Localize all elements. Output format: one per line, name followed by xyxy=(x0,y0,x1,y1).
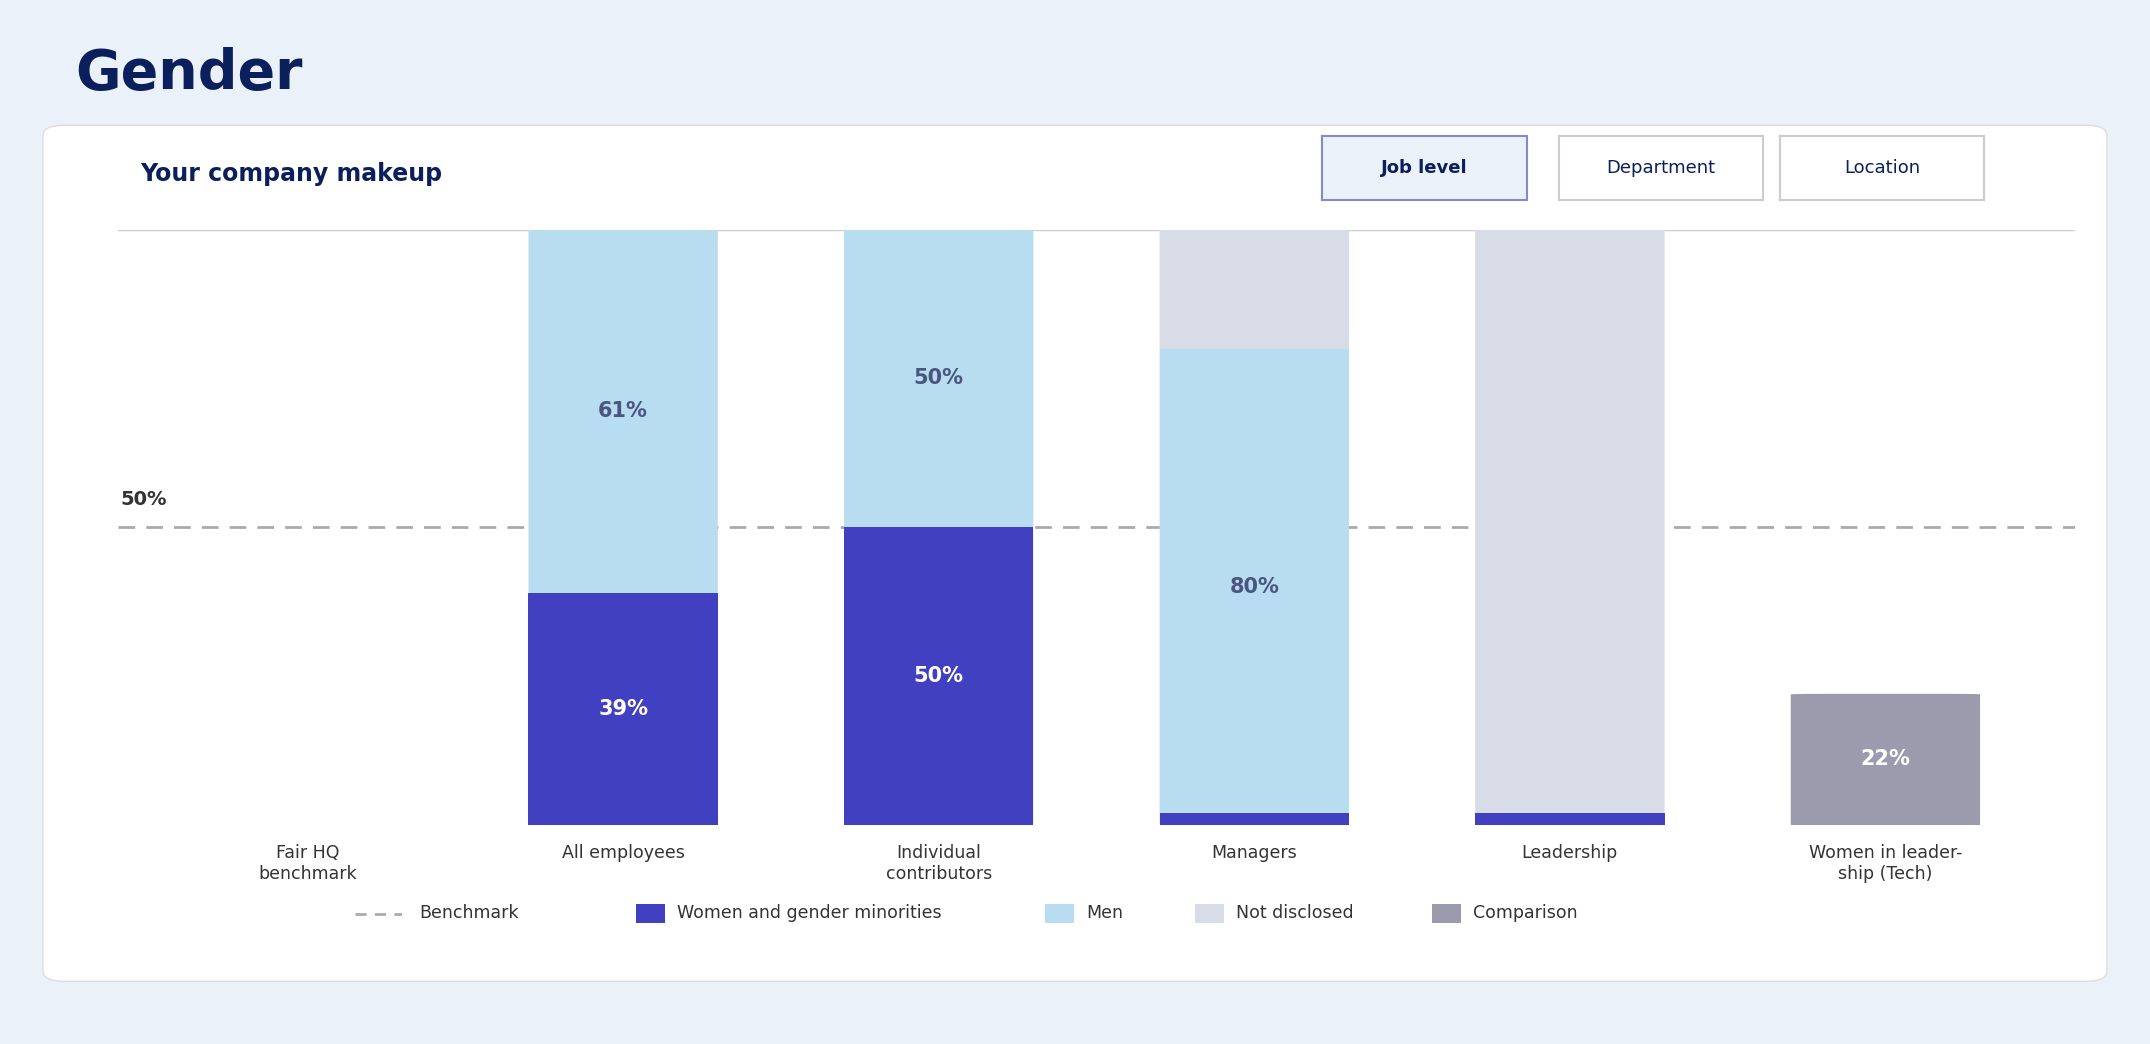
Text: 22%: 22% xyxy=(1860,750,1911,769)
FancyBboxPatch shape xyxy=(1159,230,1348,349)
Text: Comparison: Comparison xyxy=(1473,904,1578,923)
Text: Gender: Gender xyxy=(75,47,303,101)
FancyBboxPatch shape xyxy=(845,230,1034,825)
FancyBboxPatch shape xyxy=(1159,349,1348,825)
Text: 61%: 61% xyxy=(598,401,647,421)
Text: Benchmark: Benchmark xyxy=(419,904,518,923)
Text: Your company makeup: Your company makeup xyxy=(140,162,443,186)
Bar xyxy=(1159,813,1348,825)
FancyBboxPatch shape xyxy=(529,230,718,825)
Text: 50%: 50% xyxy=(914,369,963,388)
Text: 50%: 50% xyxy=(914,666,963,686)
Text: 50%: 50% xyxy=(120,491,168,509)
Text: Department: Department xyxy=(1606,159,1716,177)
FancyBboxPatch shape xyxy=(1791,694,1980,825)
FancyBboxPatch shape xyxy=(1475,230,1664,825)
Bar xyxy=(845,527,1034,825)
Text: Not disclosed: Not disclosed xyxy=(1236,904,1354,923)
Text: Location: Location xyxy=(1845,159,1920,177)
Text: 39%: 39% xyxy=(598,698,647,718)
Text: Women and gender minorities: Women and gender minorities xyxy=(677,904,942,923)
Text: 80%: 80% xyxy=(1230,576,1279,597)
Text: Job level: Job level xyxy=(1380,159,1468,177)
Text: Men: Men xyxy=(1086,904,1122,923)
Bar xyxy=(529,593,718,825)
Bar xyxy=(1475,813,1664,825)
